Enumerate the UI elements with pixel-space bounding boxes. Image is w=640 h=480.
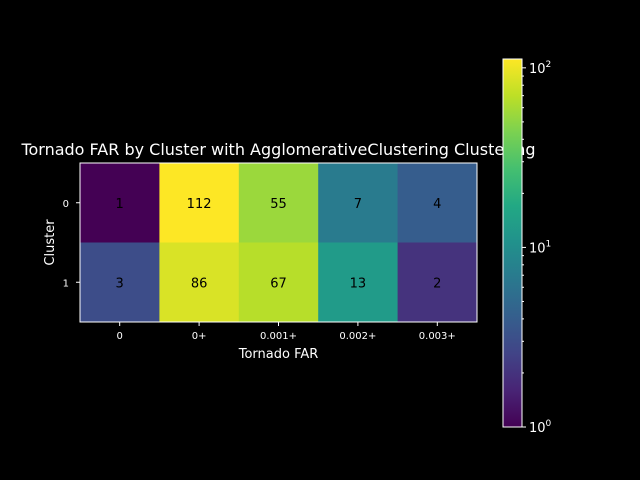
cell-value-label: 3 [116,276,124,291]
y-axis-ticks: 01 [63,199,80,289]
heatmap-cell [159,163,240,243]
heatmap-cell [80,242,160,323]
heatmap-cell [397,163,478,243]
heatmap-cells: 1 112 55 7 4 3 86 67 13 2 [80,163,478,323]
chart-title: Tornado FAR by Cluster with Agglomerativ… [20,140,535,159]
colorbar-tick-label: 100 [529,419,552,436]
cell-value-label: 67 [270,276,287,291]
heatmap-cell [159,242,240,323]
cell-value-label: 4 [433,197,441,212]
heatmap-cell [397,242,478,323]
heatmap-cell [318,163,399,243]
heatmap-cell [318,242,399,323]
colorbar [502,58,523,428]
x-tick-label: 0.003+ [419,331,456,342]
cell-value-label: 112 [187,197,212,212]
y-axis-label: Cluster [43,219,58,266]
heatmap-cell [238,242,319,323]
colorbar-tick-label: 101 [529,239,551,256]
cell-value-label: 2 [433,276,441,291]
x-tick-label: 0+ [192,331,207,342]
cell-value-label: 1 [116,197,124,212]
cell-value-label: 86 [191,276,208,291]
x-tick-label: 0.002+ [339,331,376,342]
cell-value-label: 13 [350,276,367,291]
y-tick-label: 1 [63,278,69,289]
x-tick-label: 0 [117,331,123,342]
x-axis-ticks: 0 0+ 0.001+ 0.002+ 0.003+ [117,322,456,342]
cell-value-label: 55 [270,197,287,212]
x-axis-label: Tornado FAR [238,347,319,362]
heatmap-cell [80,163,160,243]
y-tick-label: 0 [63,199,69,210]
heatmap-cell [238,163,319,243]
cell-value-label: 7 [354,197,362,212]
x-tick-label: 0.001+ [260,331,297,342]
colorbar-tick-label: 102 [529,60,551,77]
colorbar-ticks: 100 101 102 [522,60,552,436]
